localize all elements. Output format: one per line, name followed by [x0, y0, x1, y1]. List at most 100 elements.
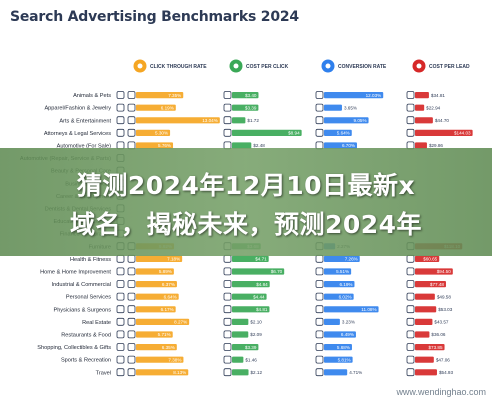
bar-conversion-rate-attorneys-legal-services — [324, 129, 352, 136]
data-label-cost-per-click-restaurants-food: $2.09 — [250, 332, 262, 337]
bar-cost-per-click-personal-services — [232, 293, 267, 300]
row-icon — [223, 305, 232, 314]
data-label-conversion-rate-shopping-collectibles-gifts: 5.68% — [337, 345, 350, 350]
data-label-cost-per-lead-health-fitness: $60.65 — [423, 257, 437, 262]
bar-click-through-rate-personal-services — [136, 293, 179, 300]
banner-headline-line-2: 域名，揭秘未来，预测2024年 — [69, 210, 423, 239]
category-icon — [116, 317, 125, 326]
row-icon — [127, 91, 136, 99]
bar-cost-per-lead-shopping-collectibles-gifts — [415, 344, 445, 351]
bar-cost-per-click-restaurants-food — [232, 331, 249, 338]
data-label-cost-per-lead-automotive-for-sale: $29.86 — [429, 143, 443, 148]
row-icon — [127, 330, 136, 339]
category-icon — [116, 254, 125, 263]
category-icon — [116, 343, 125, 351]
bar-cost-per-lead-attorneys-legal-services — [415, 129, 473, 136]
bar-conversion-rate-industrial-commercial — [324, 281, 355, 288]
bar-click-through-rate-restaurants-food — [136, 331, 173, 338]
row-icon — [406, 103, 415, 112]
conversion-icon-glyph — [325, 63, 331, 69]
bar-cost-per-click-physicians-surgeons — [232, 306, 270, 313]
row-icon — [406, 91, 415, 99]
banner-headline-line-1: 猜测2024年12月10日最新x — [76, 171, 416, 200]
category-label-physicians-surgeons: Physicians & Surgeons — [53, 307, 111, 313]
row-icon — [127, 355, 136, 364]
data-label-click-through-rate-sports-recreation: 7.38% — [168, 357, 181, 362]
data-label-cost-per-click-animals-pets: $3.40 — [245, 93, 257, 98]
row-icon — [406, 317, 415, 326]
category-label-personal-services: Personal Services — [66, 295, 111, 301]
data-label-conversion-rate-health-fitness: 7.26% — [345, 257, 358, 262]
data-label-cost-per-click-arts-entertainment: $1.72 — [247, 118, 259, 123]
data-label-cost-per-lead-arts-entertainment: $44.70 — [435, 118, 449, 123]
category-label-shopping-collectibles-gifts: Shopping, Collectibles & Gifts — [37, 345, 111, 351]
bar-conversion-rate-restaurants-food — [324, 331, 356, 338]
row-icon — [127, 317, 136, 326]
bar-click-through-rate-health-fitness — [136, 255, 183, 262]
data-label-cost-per-lead-home-home-improvement: $94.50 — [437, 269, 451, 274]
bar-click-through-rate-physicians-surgeons — [136, 306, 176, 313]
bar-click-through-rate-travel — [136, 369, 189, 376]
column-header-cost-per-click: COST PER CLICK — [246, 64, 289, 70]
data-label-cost-per-lead-travel: $54.93 — [439, 370, 453, 375]
category-icon — [116, 267, 125, 276]
bar-conversion-rate-health-fitness — [324, 255, 360, 262]
category-icon — [116, 91, 125, 99]
row-icon — [127, 267, 136, 276]
category-label-arts-entertainment: Arts & Entertainment — [59, 118, 111, 124]
category-label-real-estate: Real Estate — [82, 320, 111, 326]
category-label-automotive-for-sale: Automotive (For Sale) — [57, 144, 112, 150]
row-icon — [223, 368, 232, 377]
data-label-cost-per-lead-restaurants-food: $36.06 — [431, 332, 445, 337]
bar-cost-per-lead-home-home-improvement — [415, 268, 453, 275]
data-label-click-through-rate-arts-entertainment: 13.04% — [202, 118, 218, 123]
data-label-click-through-rate-automotive-for-sale: 5.76% — [158, 143, 171, 148]
bar-conversion-rate-automotive-for-sale — [324, 142, 357, 149]
column-header-cost-per-lead: COST PER LEAD — [429, 64, 470, 70]
bar-conversion-rate-physicians-surgeons — [324, 306, 379, 313]
row-icon — [315, 254, 324, 263]
cursor-click-icon-glyph — [137, 63, 143, 69]
data-label-cost-per-lead-animals-pets: $34.81 — [431, 93, 445, 98]
bar-click-through-rate-home-home-improvement — [136, 268, 174, 275]
data-label-cost-per-click-attorneys-legal-services: $8.94 — [288, 131, 300, 136]
bar-conversion-rate-apparel-fashion-jewelry — [324, 104, 342, 111]
row-icon — [315, 280, 324, 288]
bar-conversion-rate-shopping-collectibles-gifts — [324, 344, 352, 351]
category-icon — [116, 116, 125, 125]
row-icon — [406, 267, 415, 276]
data-label-click-through-rate-real-estate: 8.27% — [174, 320, 187, 325]
row-icon — [223, 91, 232, 99]
data-label-cost-per-click-home-home-improvement: $6.70 — [271, 269, 283, 274]
bar-cost-per-lead-apparel-fashion-jewelry — [415, 104, 425, 111]
lead-icon-glyph — [416, 63, 422, 69]
row-icon — [406, 128, 415, 137]
bar-conversion-rate-sports-recreation — [324, 356, 353, 363]
category-label-health-fitness: Health & Fitness — [70, 257, 111, 263]
data-label-cost-per-click-sports-recreation: $1.46 — [245, 357, 257, 362]
bar-cost-per-lead-arts-entertainment — [415, 117, 433, 124]
row-icon — [223, 128, 232, 137]
bar-cost-per-lead-industrial-commercial — [415, 281, 446, 288]
category-label-sports-recreation: Sports & Recreation — [61, 358, 111, 364]
data-label-cost-per-click-travel: $2.12 — [251, 370, 263, 375]
row-icon — [223, 103, 232, 112]
bar-click-through-rate-attorneys-legal-services — [136, 129, 171, 136]
bar-conversion-rate-arts-entertainment — [324, 117, 369, 124]
row-icon — [315, 128, 324, 137]
bar-cost-per-lead-personal-services — [415, 293, 435, 300]
bar-cost-per-lead-travel — [415, 369, 437, 376]
bar-cost-per-lead-sports-recreation — [415, 356, 434, 363]
bar-conversion-rate-travel — [324, 369, 348, 376]
bar-click-through-rate-apparel-fashion-jewelry — [136, 104, 176, 111]
row-icon — [223, 317, 232, 326]
data-label-cost-per-click-personal-services: $4.44 — [253, 294, 265, 299]
data-label-click-through-rate-physicians-surgeons: 6.17% — [161, 307, 174, 312]
bar-cost-per-click-health-fitness — [232, 255, 269, 262]
category-icon — [116, 355, 125, 364]
row-icon — [315, 368, 324, 377]
bar-cost-per-lead-automotive-for-sale — [415, 142, 427, 149]
bar-cost-per-lead-health-fitness — [415, 255, 440, 262]
data-label-conversion-rate-sports-recreation: 5.81% — [338, 357, 351, 362]
bar-click-through-rate-shopping-collectibles-gifts — [136, 344, 177, 351]
